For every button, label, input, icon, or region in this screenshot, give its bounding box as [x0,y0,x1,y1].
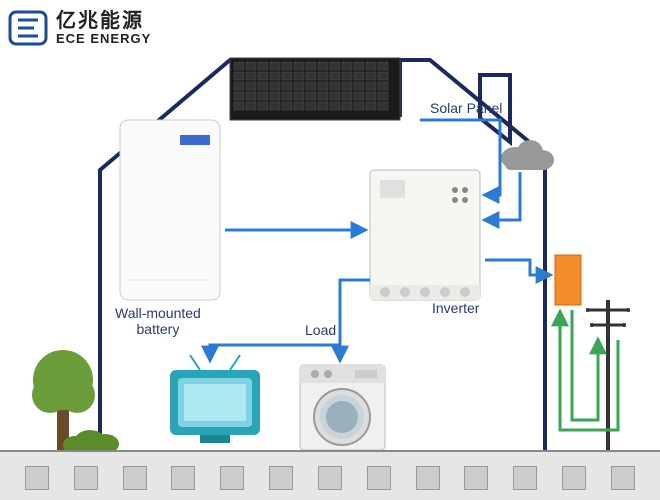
utility-pole [586,300,630,450]
inverter [370,170,480,300]
diagram-canvas [0,0,660,500]
meter-box [555,255,581,305]
label-solar-panel: Solar Panel [430,100,502,116]
cloud-icon [501,140,554,170]
label-battery: Wall-mounted battery [115,305,201,337]
washer-load [300,365,385,450]
ground [0,450,660,500]
label-load: Load [305,322,336,338]
tv-load [170,355,260,443]
arrow-load-tv [210,345,340,360]
arrow-inverter-meter [485,260,550,275]
label-inverter: Inverter [432,300,479,316]
solar-panel [230,58,400,120]
wall-battery [120,120,220,300]
